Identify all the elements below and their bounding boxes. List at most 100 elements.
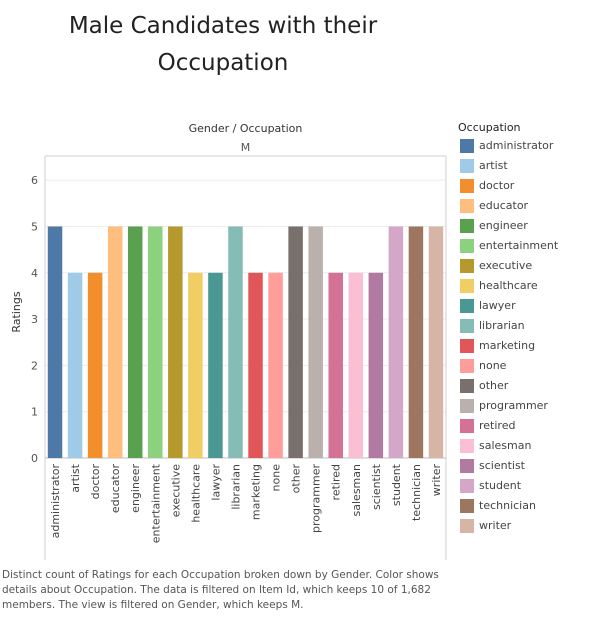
bar-salesman: [348, 272, 364, 458]
legend-item-healthcare[interactable]: healthcare: [458, 276, 597, 296]
legend-label: retired: [479, 419, 516, 432]
legend-label: librarian: [479, 319, 525, 332]
legend-label: artist: [479, 159, 508, 172]
legend-swatch: [460, 359, 474, 373]
x-tick-label: librarian: [229, 464, 242, 510]
legend-item-salesman[interactable]: salesman: [458, 436, 597, 456]
x-tick-label: engineer: [129, 464, 142, 513]
legend-item-student[interactable]: student: [458, 476, 597, 496]
legend-swatch: [460, 219, 474, 233]
y-tick-label: 0: [31, 452, 38, 465]
legend-label: programmer: [479, 399, 548, 412]
legend-swatch: [460, 499, 474, 513]
legend-swatch: [460, 479, 474, 493]
legend-label: lawyer: [479, 299, 516, 312]
bar-retired: [328, 272, 343, 458]
legend-item-artist[interactable]: artist: [458, 156, 597, 176]
y-tick-label: 5: [31, 220, 38, 233]
legend-item-retired[interactable]: retired: [458, 416, 597, 436]
x-tick-label: none: [270, 464, 283, 492]
legend-label: administrator: [479, 139, 554, 152]
x-tick-label: marketing: [250, 464, 263, 520]
legend-item-none[interactable]: none: [458, 356, 597, 376]
legend-item-other[interactable]: other: [458, 376, 597, 396]
legend-swatch: [460, 259, 474, 273]
legend: Occupation administrator artist doctor educ…: [458, 120, 597, 536]
legend-item-educator[interactable]: educator: [458, 196, 597, 216]
bar-student: [388, 226, 404, 458]
bar-engineer: [127, 226, 143, 458]
legend-label: healthcare: [479, 279, 538, 292]
bar-technician: [408, 226, 424, 458]
x-tick-label: other: [290, 464, 303, 494]
legend-item-marketing[interactable]: marketing: [458, 336, 597, 356]
bar-chart: Gender / Occupation M 0 1 2 3 4 5 6 Ratings admini…: [10, 122, 447, 560]
chart-title-line2: Occupation: [157, 50, 289, 76]
bar-scientist: [368, 272, 384, 458]
legend-swatch: [460, 379, 474, 393]
bar-administrator: [47, 226, 63, 458]
legend-label: scientist: [479, 459, 525, 472]
x-tick-label: administrator: [49, 464, 62, 539]
legend-item-librarian[interactable]: librarian: [458, 316, 597, 336]
legend-swatch: [460, 179, 474, 193]
legend-swatch: [460, 439, 474, 453]
chart-title-line1: Male Candidates with their: [68, 13, 378, 39]
legend-swatch: [460, 299, 474, 313]
y-tick-label: 1: [31, 406, 38, 419]
chart-title: Male Candidates with their Occupation: [0, 8, 446, 82]
x-tick-label: doctor: [89, 464, 102, 500]
bar-entertainment: [148, 226, 163, 458]
y-axis-title: Ratings: [10, 291, 23, 332]
legend-label: educator: [479, 199, 529, 212]
bar-writer: [428, 226, 444, 458]
legend-label: technician: [479, 499, 536, 512]
bar-healthcare: [188, 272, 203, 458]
legend-swatch: [460, 319, 474, 333]
bar-educator: [107, 226, 123, 458]
legend-label: executive: [479, 259, 533, 272]
bar-programmer: [308, 226, 323, 458]
y-tick-label: 6: [31, 174, 38, 187]
legend-label: marketing: [479, 339, 536, 352]
legend-item-scientist[interactable]: scientist: [458, 456, 597, 476]
bar-lawyer: [208, 272, 223, 458]
legend-item-engineer[interactable]: engineer: [458, 216, 597, 236]
legend-swatch: [460, 159, 474, 173]
legend-item-programmer[interactable]: programmer: [458, 396, 597, 416]
legend-swatch: [460, 239, 474, 253]
y-tick-label: 2: [31, 359, 38, 372]
legend-label: salesman: [479, 439, 532, 452]
bar-none: [268, 272, 283, 458]
x-tick-label: artist: [69, 463, 82, 492]
x-tick-label: technician: [410, 464, 423, 521]
x-tick-label: retired: [330, 464, 343, 500]
legend-swatch: [460, 399, 474, 413]
legend-swatch: [460, 139, 474, 153]
legend-swatch: [460, 339, 474, 353]
bar-doctor: [87, 272, 103, 458]
legend-label: doctor: [479, 179, 515, 192]
y-tick-label: 4: [31, 267, 38, 280]
legend-item-executive[interactable]: executive: [458, 256, 597, 276]
bar-other: [288, 226, 303, 458]
x-tick-label: salesman: [350, 464, 363, 516]
chart-caption: Distinct count of Ratings for each Occup…: [2, 569, 439, 611]
panel-label: M: [241, 141, 251, 154]
legend-swatch: [460, 459, 474, 473]
legend-label: none: [479, 359, 507, 372]
legend-item-entertainment[interactable]: entertainment: [458, 236, 597, 256]
legend-item-technician[interactable]: technician: [458, 496, 597, 516]
legend-item-writer[interactable]: writer: [458, 516, 597, 536]
x-tick-label: healthcare: [189, 464, 202, 523]
x-tick-label: scientist: [370, 463, 383, 510]
legend-items: administrator artist doctor educator enginee…: [458, 136, 597, 536]
legend-item-administrator[interactable]: administrator: [458, 136, 597, 156]
bar-librarian: [228, 226, 243, 458]
legend-label: engineer: [479, 219, 528, 232]
legend-swatch: [460, 199, 474, 213]
legend-item-doctor[interactable]: doctor: [458, 176, 597, 196]
legend-label: other: [479, 379, 509, 392]
legend-item-lawyer[interactable]: lawyer: [458, 296, 597, 316]
bar-executive: [168, 226, 183, 458]
